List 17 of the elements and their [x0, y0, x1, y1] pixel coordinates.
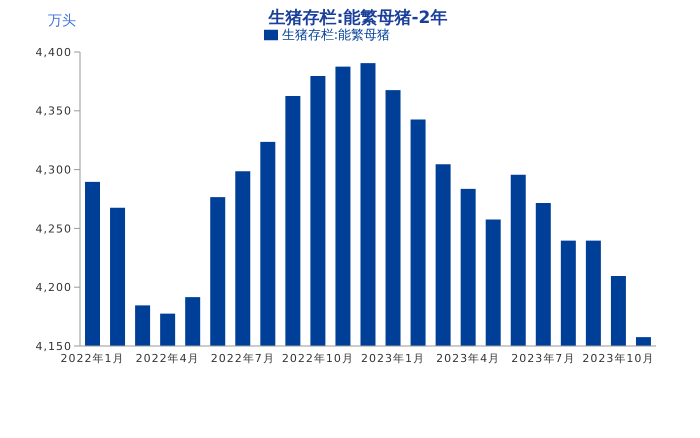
- x-tick-label: 2023年1月: [361, 352, 426, 365]
- y-tick-label: 4,350: [36, 104, 72, 118]
- y-tick-label: 4,250: [36, 222, 72, 236]
- x-tick-label: 2022年10月: [282, 352, 354, 365]
- x-tick-label: 2022年4月: [136, 352, 200, 365]
- x-tick-label: 2022年1月: [60, 352, 125, 365]
- legend-label: 生猪存栏:能繁母猪: [282, 28, 390, 43]
- x-tick-label: 2023年4月: [436, 352, 500, 365]
- y-tick-label: 4,300: [36, 164, 72, 177]
- y-tick-label: 4,200: [36, 281, 72, 294]
- chart-title: 生猪存栏:能繁母猪-2年: [268, 8, 448, 28]
- y-tick-label: 4,400: [36, 46, 72, 59]
- x-tick-label: 2023年10月: [582, 352, 654, 365]
- x-tick-label: 2022年7月: [210, 352, 275, 365]
- y-tick-label: 4,150: [36, 340, 72, 353]
- y-axis-title: 万头: [48, 12, 76, 30]
- x-tick-label: 2023年7月: [511, 352, 576, 365]
